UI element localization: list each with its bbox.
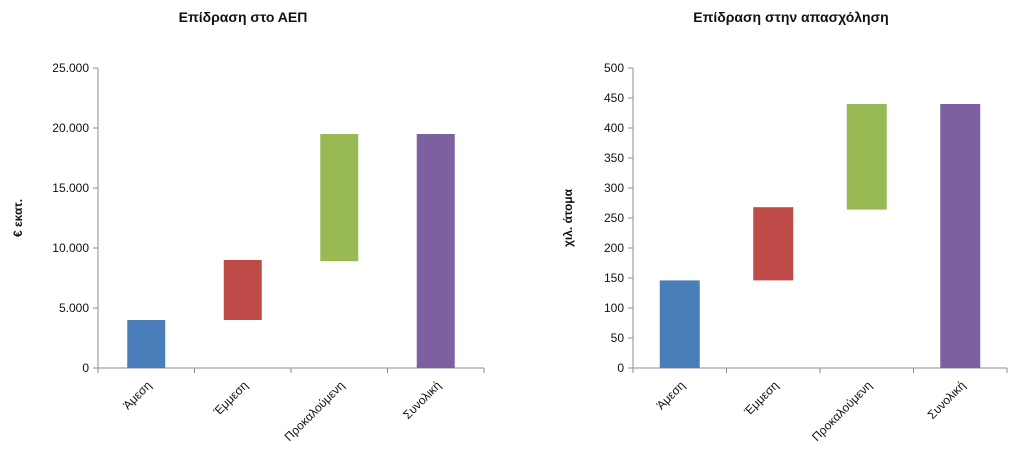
employment-bar-induced	[846, 104, 887, 210]
employment-y-tick-label: 50	[611, 331, 625, 345]
employment-category-labels: Άμεση Έμμεση Προκαλούμενη Συνολική	[632, 368, 1008, 444]
gdp-impact-chart: Επίδραση στο ΑΕΠ € εκατ. 0 5.000 10.000 15.…	[11, 9, 485, 444]
gdp-category-label-total: Συνολική	[400, 378, 444, 422]
gdp-y-tick-label: 25.000	[52, 61, 89, 75]
employment-impact-chart: Επίδραση στην απασχόληση χιλ. άτομα 0 50 1…	[561, 9, 1008, 444]
employment-y-tick-label: 500	[604, 61, 624, 75]
employment-y-tick-label: 300	[604, 181, 624, 195]
employment-y-tick-label: 450	[604, 91, 624, 105]
employment-y-tick-label: 0	[617, 361, 624, 375]
gdp-y-tick-label: 0	[82, 361, 89, 375]
gdp-y-tick-label: 10.000	[52, 241, 89, 255]
gdp-category-labels: Άμεση Έμμεση Προκαλούμενη Συνολική	[97, 368, 485, 444]
employment-category-label-indirect: Έμμεση	[741, 378, 782, 419]
employment-y-tick-label: 150	[604, 271, 624, 285]
gdp-bars	[127, 134, 455, 368]
employment-category-label-direct: Άμεση	[654, 378, 688, 412]
gdp-y-tick-label: 15.000	[52, 181, 89, 195]
employment-y-tick-label: 250	[604, 211, 624, 225]
gdp-bar-induced	[320, 134, 359, 262]
gdp-category-label-induced: Προκαλούμενη	[282, 378, 348, 444]
employment-y-axis-label: χιλ. άτομα	[561, 188, 575, 247]
employment-chart-title: Επίδραση στην απασχόληση	[693, 9, 888, 25]
gdp-y-axis-label: € εκατ.	[11, 199, 25, 237]
gdp-category-label-direct: Άμεση	[120, 378, 154, 412]
employment-y-tick-label: 350	[604, 151, 624, 165]
employment-y-tick-label: 100	[604, 301, 624, 315]
employment-bar-direct	[659, 280, 700, 368]
gdp-y-tick-label: 20.000	[52, 121, 89, 135]
employment-bar-total	[940, 104, 981, 368]
employment-bars	[659, 104, 981, 368]
gdp-bar-indirect	[223, 260, 262, 320]
employment-category-label-total: Συνολική	[925, 378, 969, 422]
gdp-bar-total	[416, 134, 455, 368]
gdp-chart-title: Επίδραση στο ΑΕΠ	[179, 9, 308, 25]
employment-bar-indirect	[753, 207, 794, 281]
employment-y-tick-label: 400	[604, 121, 624, 135]
gdp-y-ticks: 0 5.000 10.000 15.000 20.000 25.000	[52, 61, 484, 375]
gdp-category-label-indirect: Έμμεση	[210, 378, 251, 419]
employment-category-label-induced: Προκαλούμενη	[809, 378, 875, 444]
gdp-y-tick-label: 5.000	[59, 301, 89, 315]
gdp-bar-direct	[127, 320, 166, 368]
employment-y-tick-label: 200	[604, 241, 624, 255]
